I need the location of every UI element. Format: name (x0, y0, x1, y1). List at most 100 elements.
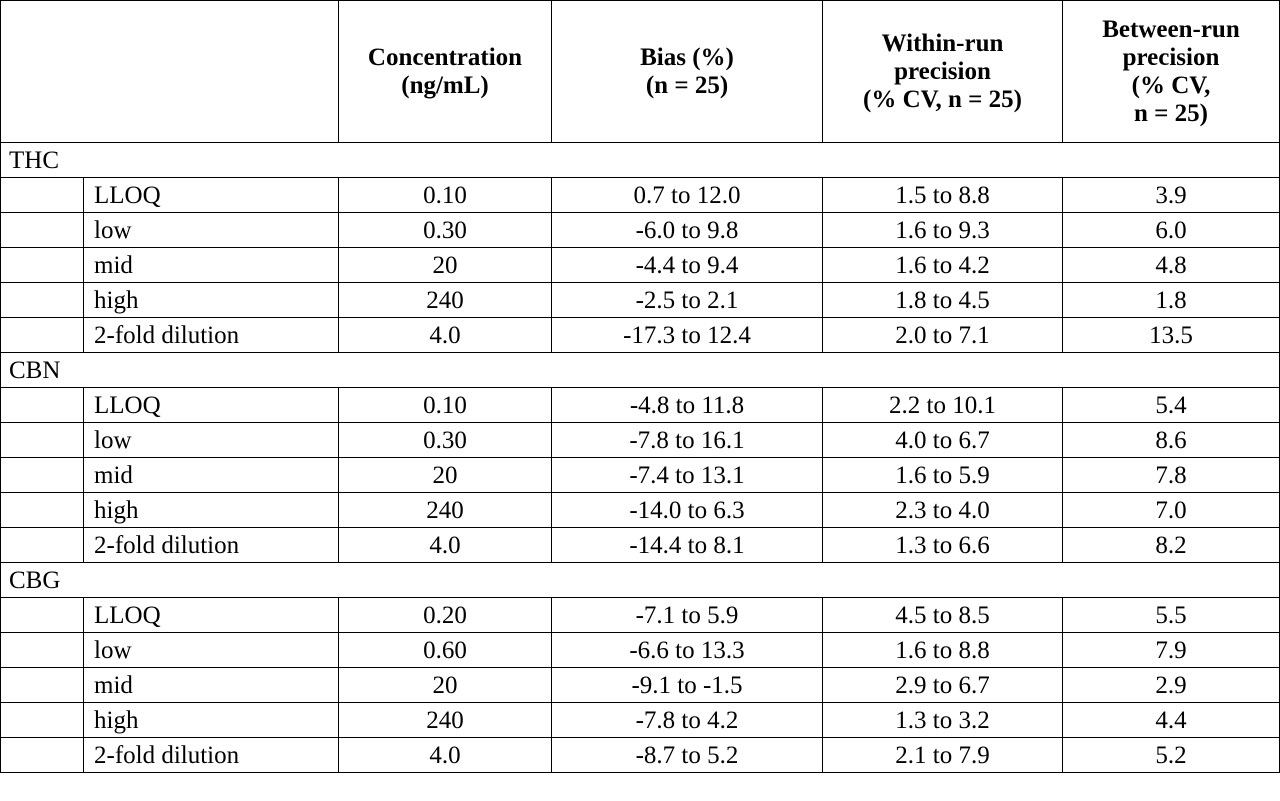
bias-cell: -2.5 to 2.1 (551, 282, 823, 318)
bias-cell: -14.4 to 8.1 (551, 527, 823, 563)
concentration-cell: 240 (338, 492, 552, 528)
concentration-cell: 4.0 (338, 737, 552, 773)
group-label: CBN (0, 352, 1280, 388)
table-row: mid 20 -7.4 to 13.1 1.6 to 5.9 7.8 (0, 457, 1280, 493)
bias-cell: -7.1 to 5.9 (551, 597, 823, 633)
bias-cell: -8.7 to 5.2 (551, 737, 823, 773)
level-cell: low (83, 422, 339, 458)
indent-cell (0, 667, 84, 703)
table-row: 2-fold dilution 4.0 -17.3 to 12.4 2.0 to 7.… (0, 317, 1280, 353)
bias-cell: -7.8 to 16.1 (551, 422, 823, 458)
between-run-cell: 5.2 (1062, 737, 1280, 773)
indent-cell (0, 387, 84, 423)
within-run-cell: 2.1 to 7.9 (822, 737, 1063, 773)
within-run-cell: 1.3 to 6.6 (822, 527, 1063, 563)
concentration-cell: 4.0 (338, 527, 552, 563)
level-cell: 2-fold dilution (83, 527, 339, 563)
table-row: 2-fold dilution 4.0 -8.7 to 5.2 2.1 to 7.9 5… (0, 737, 1280, 773)
table-row: high 240 -2.5 to 2.1 1.8 to 4.5 1.8 (0, 282, 1280, 318)
concentration-cell: 20 (338, 457, 552, 493)
indent-cell (0, 422, 84, 458)
indent-cell (0, 317, 84, 353)
indent-cell (0, 632, 84, 668)
group-label: CBG (0, 562, 1280, 598)
indent-cell (0, 177, 84, 213)
indent-cell (0, 457, 84, 493)
bias-cell: -17.3 to 12.4 (551, 317, 823, 353)
concentration-cell: 20 (338, 667, 552, 703)
indent-cell (0, 247, 84, 283)
level-cell: mid (83, 247, 339, 283)
bias-cell: -7.8 to 4.2 (551, 702, 823, 738)
table-row: LLOQ 0.10 -4.8 to 11.8 2.2 to 10.1 5.4 (0, 387, 1280, 423)
between-run-cell: 8.2 (1062, 527, 1280, 563)
level-cell: low (83, 632, 339, 668)
table-row: mid 20 -9.1 to -1.5 2.9 to 6.7 2.9 (0, 667, 1280, 703)
header-within-run: Within-run precision (% CV, n = 25) (822, 0, 1063, 143)
between-run-cell: 3.9 (1062, 177, 1280, 213)
level-cell: high (83, 282, 339, 318)
header-empty-cell (0, 0, 339, 143)
indent-cell (0, 282, 84, 318)
between-run-cell: 4.4 (1062, 702, 1280, 738)
level-cell: mid (83, 667, 339, 703)
bias-cell: -4.8 to 11.8 (551, 387, 823, 423)
within-run-cell: 1.6 to 9.3 (822, 212, 1063, 248)
concentration-cell: 0.30 (338, 422, 552, 458)
between-run-cell: 6.0 (1062, 212, 1280, 248)
concentration-cell: 0.60 (338, 632, 552, 668)
within-run-cell: 1.3 to 3.2 (822, 702, 1063, 738)
indent-cell (0, 702, 84, 738)
concentration-cell: 0.10 (338, 387, 552, 423)
between-run-cell: 8.6 (1062, 422, 1280, 458)
within-run-cell: 2.3 to 4.0 (822, 492, 1063, 528)
table-row: low 0.30 -6.0 to 9.8 1.6 to 9.3 6.0 (0, 212, 1280, 248)
between-run-cell: 4.8 (1062, 247, 1280, 283)
group-label: THC (0, 142, 1280, 178)
within-run-cell: 1.5 to 8.8 (822, 177, 1063, 213)
between-run-cell: 2.9 (1062, 667, 1280, 703)
group-row: CBG (0, 562, 1280, 598)
table-row: low 0.60 -6.6 to 13.3 1.6 to 8.8 7.9 (0, 632, 1280, 668)
header-between-run: Between-run precision (% CV, n = 25) (1062, 0, 1280, 143)
indent-cell (0, 212, 84, 248)
header-row: Concentration (ng/mL) Bias (%) (n = 25) … (0, 0, 1280, 143)
between-run-cell: 5.5 (1062, 597, 1280, 633)
group-row: CBN (0, 352, 1280, 388)
indent-cell (0, 527, 84, 563)
within-run-cell: 2.0 to 7.1 (822, 317, 1063, 353)
level-cell: LLOQ (83, 597, 339, 633)
table-row: high 240 -14.0 to 6.3 2.3 to 4.0 7.0 (0, 492, 1280, 528)
between-run-cell: 7.9 (1062, 632, 1280, 668)
level-cell: 2-fold dilution (83, 317, 339, 353)
table-row: high 240 -7.8 to 4.2 1.3 to 3.2 4.4 (0, 702, 1280, 738)
bias-cell: -7.4 to 13.1 (551, 457, 823, 493)
bias-cell: -14.0 to 6.3 (551, 492, 823, 528)
concentration-cell: 0.30 (338, 212, 552, 248)
between-run-cell: 5.4 (1062, 387, 1280, 423)
within-run-cell: 2.9 to 6.7 (822, 667, 1063, 703)
indent-cell (0, 737, 84, 773)
between-run-cell: 7.0 (1062, 492, 1280, 528)
concentration-cell: 0.20 (338, 597, 552, 633)
level-cell: high (83, 492, 339, 528)
between-run-cell: 7.8 (1062, 457, 1280, 493)
level-cell: LLOQ (83, 387, 339, 423)
bias-cell: -6.6 to 13.3 (551, 632, 823, 668)
concentration-cell: 0.10 (338, 177, 552, 213)
between-run-cell: 13.5 (1062, 317, 1280, 353)
between-run-cell: 1.8 (1062, 282, 1280, 318)
bias-cell: -4.4 to 9.4 (551, 247, 823, 283)
within-run-cell: 1.6 to 8.8 (822, 632, 1063, 668)
table-row: LLOQ 0.10 0.7 to 12.0 1.5 to 8.8 3.9 (0, 177, 1280, 213)
level-cell: 2-fold dilution (83, 737, 339, 773)
bias-cell: 0.7 to 12.0 (551, 177, 823, 213)
table-row: low 0.30 -7.8 to 16.1 4.0 to 6.7 8.6 (0, 422, 1280, 458)
table-row: 2-fold dilution 4.0 -14.4 to 8.1 1.3 to 6.6… (0, 527, 1280, 563)
bias-cell: -6.0 to 9.8 (551, 212, 823, 248)
level-cell: LLOQ (83, 177, 339, 213)
indent-cell (0, 597, 84, 633)
table-body: THC LLOQ 0.10 0.7 to 12.0 1.5 to 8.8 3.9 low 0.… (0, 142, 1280, 773)
table-row: mid 20 -4.4 to 9.4 1.6 to 4.2 4.8 (0, 247, 1280, 283)
header-concentration: Concentration (ng/mL) (338, 0, 552, 143)
